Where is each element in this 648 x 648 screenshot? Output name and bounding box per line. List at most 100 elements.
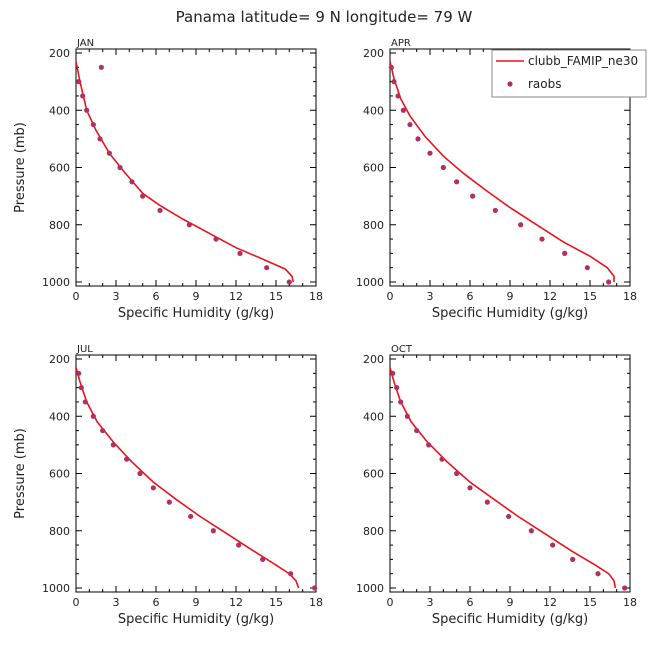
legend-box [491, 49, 647, 98]
y-tick-label: 600 [363, 468, 384, 481]
x-tick-label: 6 [153, 290, 160, 303]
obs-point [106, 150, 112, 156]
x-tick-label: 15 [583, 596, 597, 609]
plot-frame [75, 354, 317, 593]
obs-point [584, 265, 590, 271]
obs-point [110, 442, 116, 448]
obs-point [398, 399, 404, 405]
obs-point [415, 136, 421, 142]
obs-point [140, 193, 146, 199]
obs-point [129, 179, 135, 185]
y-tick-label: 400 [49, 410, 70, 423]
obs-point [426, 442, 432, 448]
legend-point-swatch [507, 81, 513, 87]
x-axis-label: Specific Humidity (g/kg) [432, 612, 588, 627]
obs-point [236, 542, 242, 548]
plot-frame [389, 354, 631, 593]
panel-label: JAN [76, 38, 94, 49]
legend-line-label: clubb_FAMIP_ne30 [528, 54, 638, 68]
x-tick-label: 12 [229, 290, 243, 303]
obs-point [137, 470, 143, 477]
obs-point [506, 513, 512, 520]
y-tick-label: 600 [49, 162, 70, 175]
obs-point [570, 556, 576, 562]
panel-label: JUL [76, 344, 93, 355]
panel-jul: JUL 0 3 6 9 12 15 18 200 400 600 800 1000 Specific Hu… [13, 344, 323, 627]
obs-point [288, 571, 294, 577]
obs-point [210, 528, 216, 534]
panel-apr: APR 0 3 6 9 12 15 18 200 400 600 800 1000 Specific Hu… [356, 38, 647, 321]
obs-point [213, 236, 219, 242]
y-tick-label: 1000 [42, 582, 70, 595]
x-tick-label: 15 [583, 290, 597, 303]
obs-point [76, 370, 82, 376]
x-tick-label: 3 [427, 290, 434, 303]
obs-point [166, 499, 172, 505]
y-tick-label: 800 [49, 525, 70, 538]
x-tick-label: 0 [387, 290, 394, 303]
obs-point [90, 121, 96, 128]
y-tick-label: 200 [49, 47, 70, 60]
obs-point [550, 542, 556, 548]
obs-point [186, 222, 192, 228]
obs-point [404, 413, 410, 419]
model-line [76, 61, 295, 283]
y-tick-label: 1000 [356, 276, 384, 289]
obs-point [454, 179, 460, 185]
y-tick-label: 400 [363, 104, 384, 117]
obs-point [414, 427, 420, 434]
x-tick-label: 9 [193, 596, 200, 609]
panel-label: APR [391, 38, 411, 49]
obs-point [407, 121, 413, 128]
y-tick-label: 800 [49, 219, 70, 232]
x-tick-label: 3 [427, 596, 434, 609]
obs-point [78, 385, 84, 391]
figure-title: Panama latitude= 9 N longitude= 79 W [176, 8, 473, 26]
obs-point [188, 513, 194, 520]
x-tick-label: 9 [507, 290, 514, 303]
x-tick-label: 9 [507, 596, 514, 609]
x-tick-label: 6 [153, 596, 160, 609]
obs-point [150, 485, 156, 491]
obs-point [518, 222, 524, 228]
obs-point [539, 236, 545, 242]
y-tick-label: 600 [363, 162, 384, 175]
obs-point [440, 164, 446, 171]
x-tick-label: 0 [73, 596, 80, 609]
y-tick-label: 200 [363, 353, 384, 366]
y-axis-label: Pressure (mb) [13, 122, 28, 213]
x-tick-label: 3 [113, 596, 120, 609]
obs-point [82, 399, 88, 405]
x-tick-label: 15 [269, 596, 283, 609]
y-tick-label: 1000 [42, 276, 70, 289]
obs-point [606, 279, 612, 285]
x-tick-label: 18 [623, 290, 637, 303]
obs-point [100, 427, 106, 434]
obs-point [622, 585, 628, 591]
x-tick-label: 12 [543, 596, 557, 609]
panel-label: OCT [391, 344, 413, 355]
obs-point [124, 456, 130, 462]
obs-point [395, 93, 401, 99]
obs-point [454, 470, 460, 477]
panel-oct: OCT 0 3 6 9 12 15 18 200 400 600 800 1000 Specific Hu… [356, 344, 637, 627]
y-tick-label: 800 [363, 219, 384, 232]
model-line [390, 61, 615, 282]
obs-point [470, 193, 476, 199]
obs-point [264, 265, 270, 271]
model-line [76, 367, 300, 589]
x-tick-label: 18 [623, 596, 637, 609]
y-tick-label: 400 [49, 104, 70, 117]
x-tick-label: 12 [543, 290, 557, 303]
y-tick-label: 200 [49, 353, 70, 366]
panel-jan: JAN 0 3 6 9 12 15 18 200 400 600 800 1000 Specific Hu… [13, 38, 323, 321]
x-tick-label: 12 [229, 596, 243, 609]
obs-point [98, 64, 104, 70]
x-axis-label: Specific Humidity (g/kg) [432, 306, 588, 321]
obs-point [237, 250, 243, 256]
obs-point [528, 528, 534, 534]
obs-point [312, 585, 318, 591]
x-axis-label: Specific Humidity (g/kg) [118, 306, 274, 321]
obs-point [388, 64, 394, 70]
